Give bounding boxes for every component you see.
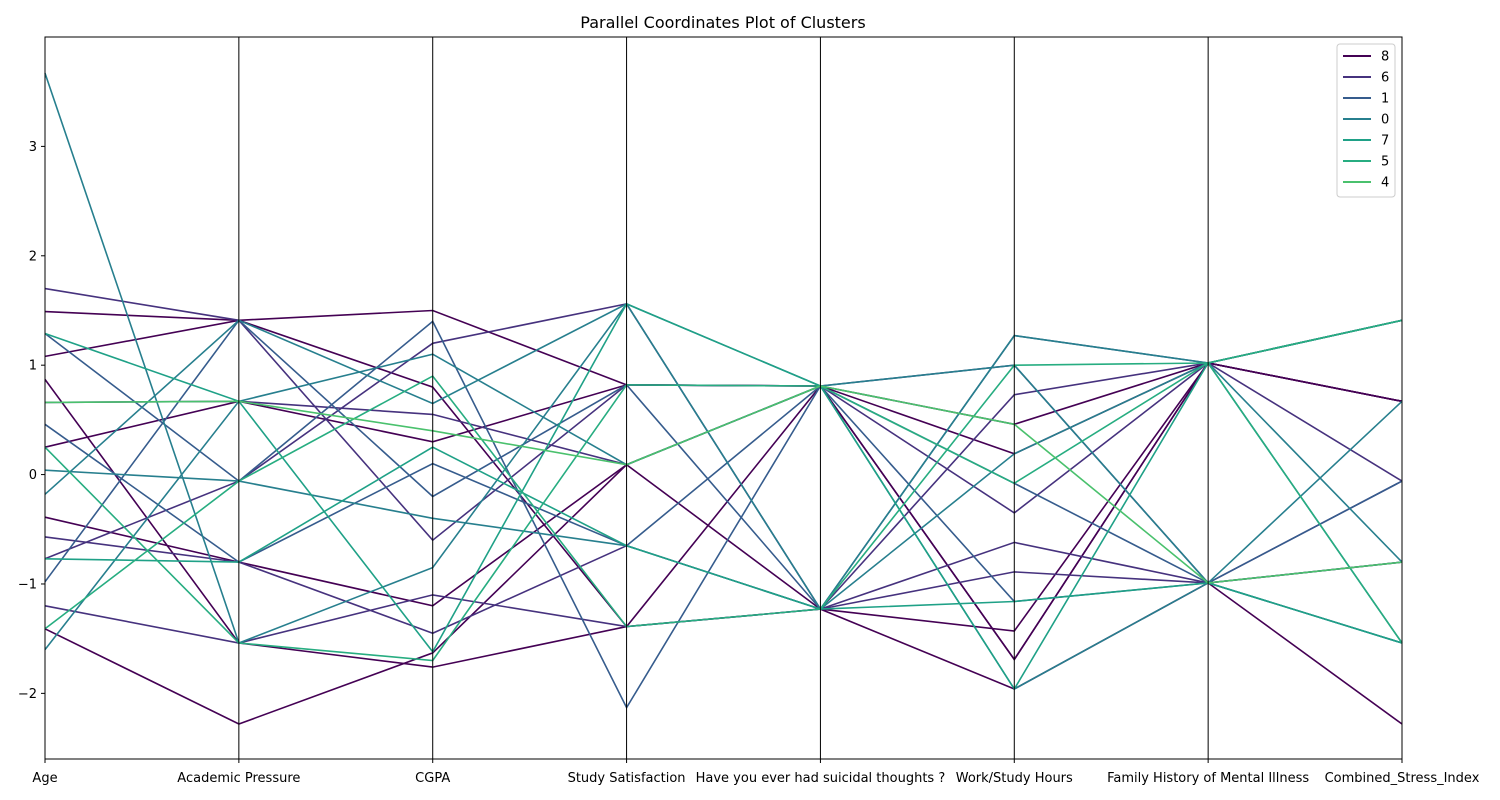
y-tick-label: −1 <box>18 577 37 592</box>
series-line-cluster-0 <box>44 72 1403 645</box>
series-lines <box>44 72 1403 725</box>
y-tick-label: 0 <box>29 468 37 483</box>
series-line-cluster-8 <box>44 319 1403 632</box>
axis-label: Have you ever had suicidal thoughts ? <box>696 771 946 786</box>
series-line-cluster-8 <box>44 362 1403 725</box>
legend-label: 5 <box>1381 155 1389 170</box>
series-line-cluster-5 <box>44 319 1403 662</box>
chart-title: Parallel Coordinates Plot of Clusters <box>580 13 865 32</box>
series-line-cluster-7 <box>44 302 1403 691</box>
axis-lines <box>44 37 1403 759</box>
series-line-cluster-4 <box>44 385 1403 584</box>
series-line-cluster-7 <box>44 446 1403 644</box>
y-tick-label: 2 <box>29 249 37 264</box>
axis-label: Study Satisfaction <box>568 771 686 786</box>
axis-label: Work/Study Hours <box>956 771 1073 786</box>
legend: 8 6 1 0 7 5 4 <box>1336 43 1396 198</box>
y-tick-label: 3 <box>29 140 37 155</box>
axis-label: CGPA <box>415 771 450 786</box>
legend-label: 0 <box>1381 113 1389 128</box>
axis-label: Academic Pressure <box>177 771 300 786</box>
plot-frame <box>44 36 1403 760</box>
series-line-cluster-1 <box>44 320 1403 710</box>
y-tick-label: 1 <box>29 359 37 374</box>
legend-label: 4 <box>1381 176 1389 191</box>
series-line-cluster-5 <box>44 362 1403 644</box>
series-line-cluster-1 <box>44 384 1403 603</box>
series-line-cluster-8 <box>44 319 1403 661</box>
axis-label: Family History of Mental Illness <box>1107 771 1309 786</box>
legend-label: 7 <box>1381 134 1389 149</box>
axis-labels: Age Academic Pressure CGPA Study Satisfacti… <box>32 759 1480 786</box>
legend-label: 6 <box>1381 71 1389 86</box>
y-axis-ticks: −2 −1 0 1 2 3 <box>18 140 45 702</box>
legend-label: 1 <box>1381 92 1389 107</box>
series-line-cluster-6 <box>44 287 1403 584</box>
series-line-cluster-8 <box>44 378 1403 725</box>
series-line-cluster-6 <box>44 319 1403 514</box>
axis-label: Age <box>32 771 57 786</box>
legend-box <box>1336 43 1396 198</box>
axis-label: Combined_Stress_Index <box>1325 771 1480 786</box>
y-tick-label: −2 <box>18 687 37 702</box>
legend-label: 8 <box>1381 50 1389 65</box>
